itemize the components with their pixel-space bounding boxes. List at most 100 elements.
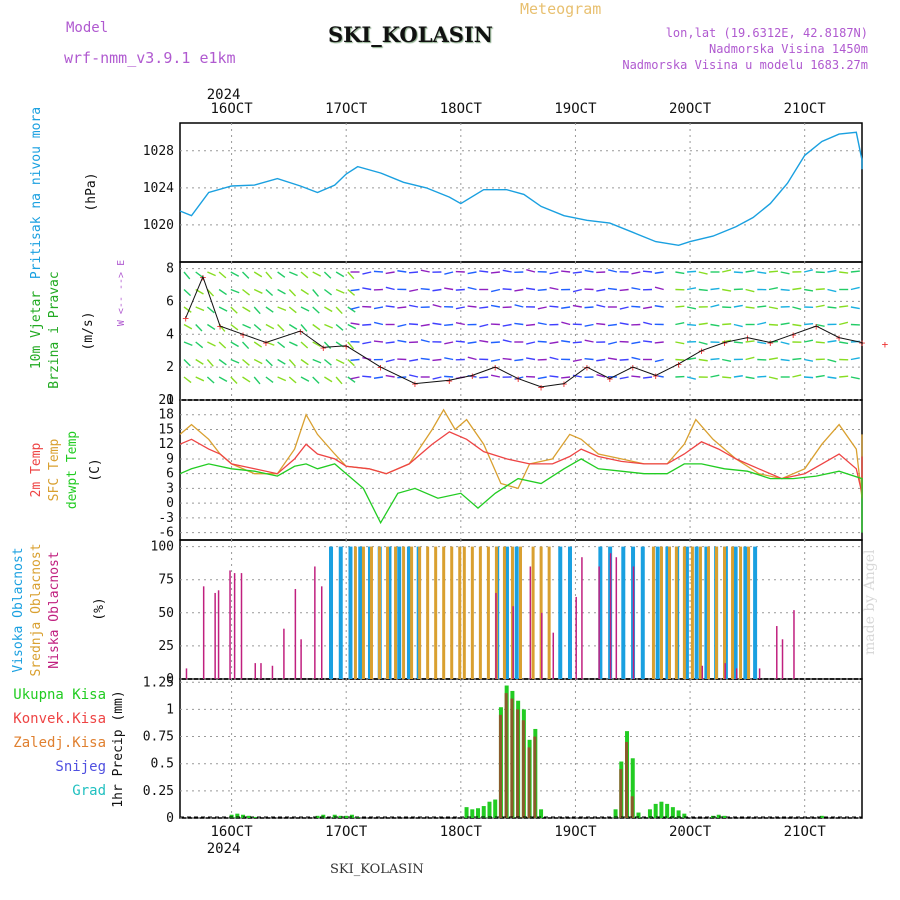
x-tick-label-top: 20OCT	[669, 101, 712, 117]
wind-arrow	[385, 305, 395, 308]
wind-arrow	[757, 375, 767, 378]
precip-legend-2: Zaledj.Kisa	[13, 735, 106, 751]
precip-total-bar	[636, 812, 641, 818]
wind-arrow	[467, 286, 477, 291]
wind-arrow	[584, 358, 594, 361]
wind-arrow	[549, 375, 559, 378]
wind-arrow	[444, 287, 454, 291]
low-cloud-axis-title: Niska Oblacnost	[47, 551, 62, 668]
wind-arrow	[768, 376, 778, 380]
mid-cloud-bar	[478, 546, 482, 679]
wind-arrow	[265, 323, 275, 330]
precip-total-bar	[241, 814, 246, 818]
wind-arrow	[432, 376, 442, 380]
wind-speed-line	[185, 275, 863, 388]
wind-arrow	[502, 339, 512, 343]
wind-arrow	[850, 357, 860, 361]
wind-arrow	[253, 306, 261, 315]
wind-arrow	[420, 339, 430, 343]
y-tick-label: 3	[166, 481, 174, 496]
wind-speed-marker: +	[790, 328, 797, 341]
wind-arrow	[792, 357, 802, 361]
y-tick-label: 12	[158, 437, 174, 452]
y-tick-label: 75	[158, 573, 174, 588]
wind-arrow	[312, 271, 322, 277]
wind-arrow	[277, 306, 287, 312]
wind-speed-marker: +	[446, 374, 453, 387]
y-tick-label: 25	[158, 639, 174, 654]
wind-arrow	[324, 376, 333, 383]
wind-arrow	[745, 306, 755, 309]
high-cloud-bar	[621, 546, 626, 679]
mid-cloud-bar	[458, 546, 462, 679]
wind-arrow	[768, 306, 778, 310]
wind-arrow	[549, 305, 559, 308]
x-tick-label-bottom: 19OCT	[554, 824, 597, 840]
wind-arrow	[242, 323, 252, 329]
wind-arrow	[596, 322, 606, 326]
low-cloud-bar	[615, 557, 618, 679]
mid-cloud-bar	[361, 546, 365, 679]
wind-arrow	[686, 306, 697, 310]
wind-arrow	[230, 376, 238, 384]
wind-arrow	[444, 323, 454, 326]
precip-total-bar	[476, 808, 481, 818]
wind-arrow	[335, 323, 344, 331]
wind-arrow	[827, 306, 837, 309]
wind-arrow	[385, 374, 395, 378]
wind-arrow	[253, 271, 263, 278]
wind-arrow	[757, 271, 767, 274]
wind-arrow	[420, 357, 430, 361]
wind-arrow	[768, 323, 779, 326]
y-tick-label: 4	[166, 327, 174, 342]
wind-arrow	[607, 341, 618, 345]
wind-arrow	[757, 305, 767, 308]
panel-frame-prec	[179, 678, 863, 819]
wind-arrow	[687, 270, 697, 273]
wind-arrow	[572, 288, 582, 293]
precip-legend-1: Konvek.Kisa	[13, 711, 106, 727]
wind-arrow	[733, 323, 743, 328]
wind-arrow	[710, 287, 720, 291]
y-tick-label: 6	[166, 467, 174, 482]
wind-arrow	[455, 321, 465, 326]
low-cloud-bar	[552, 632, 555, 679]
mid-cloud-bar	[462, 546, 466, 679]
y-tick-label: 21	[158, 393, 174, 408]
wind-arrow	[686, 376, 697, 380]
sfc-temp-line	[179, 408, 863, 499]
wind-arrow	[850, 270, 860, 273]
high-cloud-bar	[558, 546, 563, 679]
wind-arrow	[631, 341, 641, 345]
wind-arrow	[195, 306, 205, 312]
wind-arrow	[698, 288, 708, 292]
high-cloud-axis-title: Visoka Oblacnost	[11, 547, 26, 672]
precip-total-bar	[487, 801, 492, 818]
y-tick-label: 8	[166, 262, 174, 277]
mid-cloud-bar	[434, 546, 438, 679]
mid-cloud-bar	[386, 546, 390, 679]
mid-cloud-bar	[353, 546, 357, 679]
wind-arrow	[619, 358, 629, 361]
wind-arrow	[698, 271, 708, 275]
wind-arrow	[827, 376, 837, 379]
y-tick-label: 9	[166, 452, 174, 467]
wind-arrow	[584, 306, 594, 309]
wind-arrow	[572, 271, 582, 274]
wind-arrow	[207, 323, 216, 330]
wind-arrow	[373, 306, 384, 310]
wind-arrow	[502, 269, 512, 273]
high-cloud-bar	[567, 546, 572, 679]
wind-arrow	[206, 289, 215, 297]
low-cloud-bar	[495, 592, 497, 679]
wind-arrow	[242, 358, 250, 366]
precip-total-bar	[229, 814, 234, 818]
wind-arrow	[584, 269, 594, 273]
mid-cloud-bar	[394, 546, 398, 679]
wind-arrow	[230, 341, 239, 348]
wind-arrow	[490, 271, 500, 274]
mid-cloud-bar	[714, 546, 718, 679]
wind-arrow	[324, 306, 333, 313]
wind-arrow	[780, 322, 790, 326]
temp-2m-line	[179, 431, 863, 499]
